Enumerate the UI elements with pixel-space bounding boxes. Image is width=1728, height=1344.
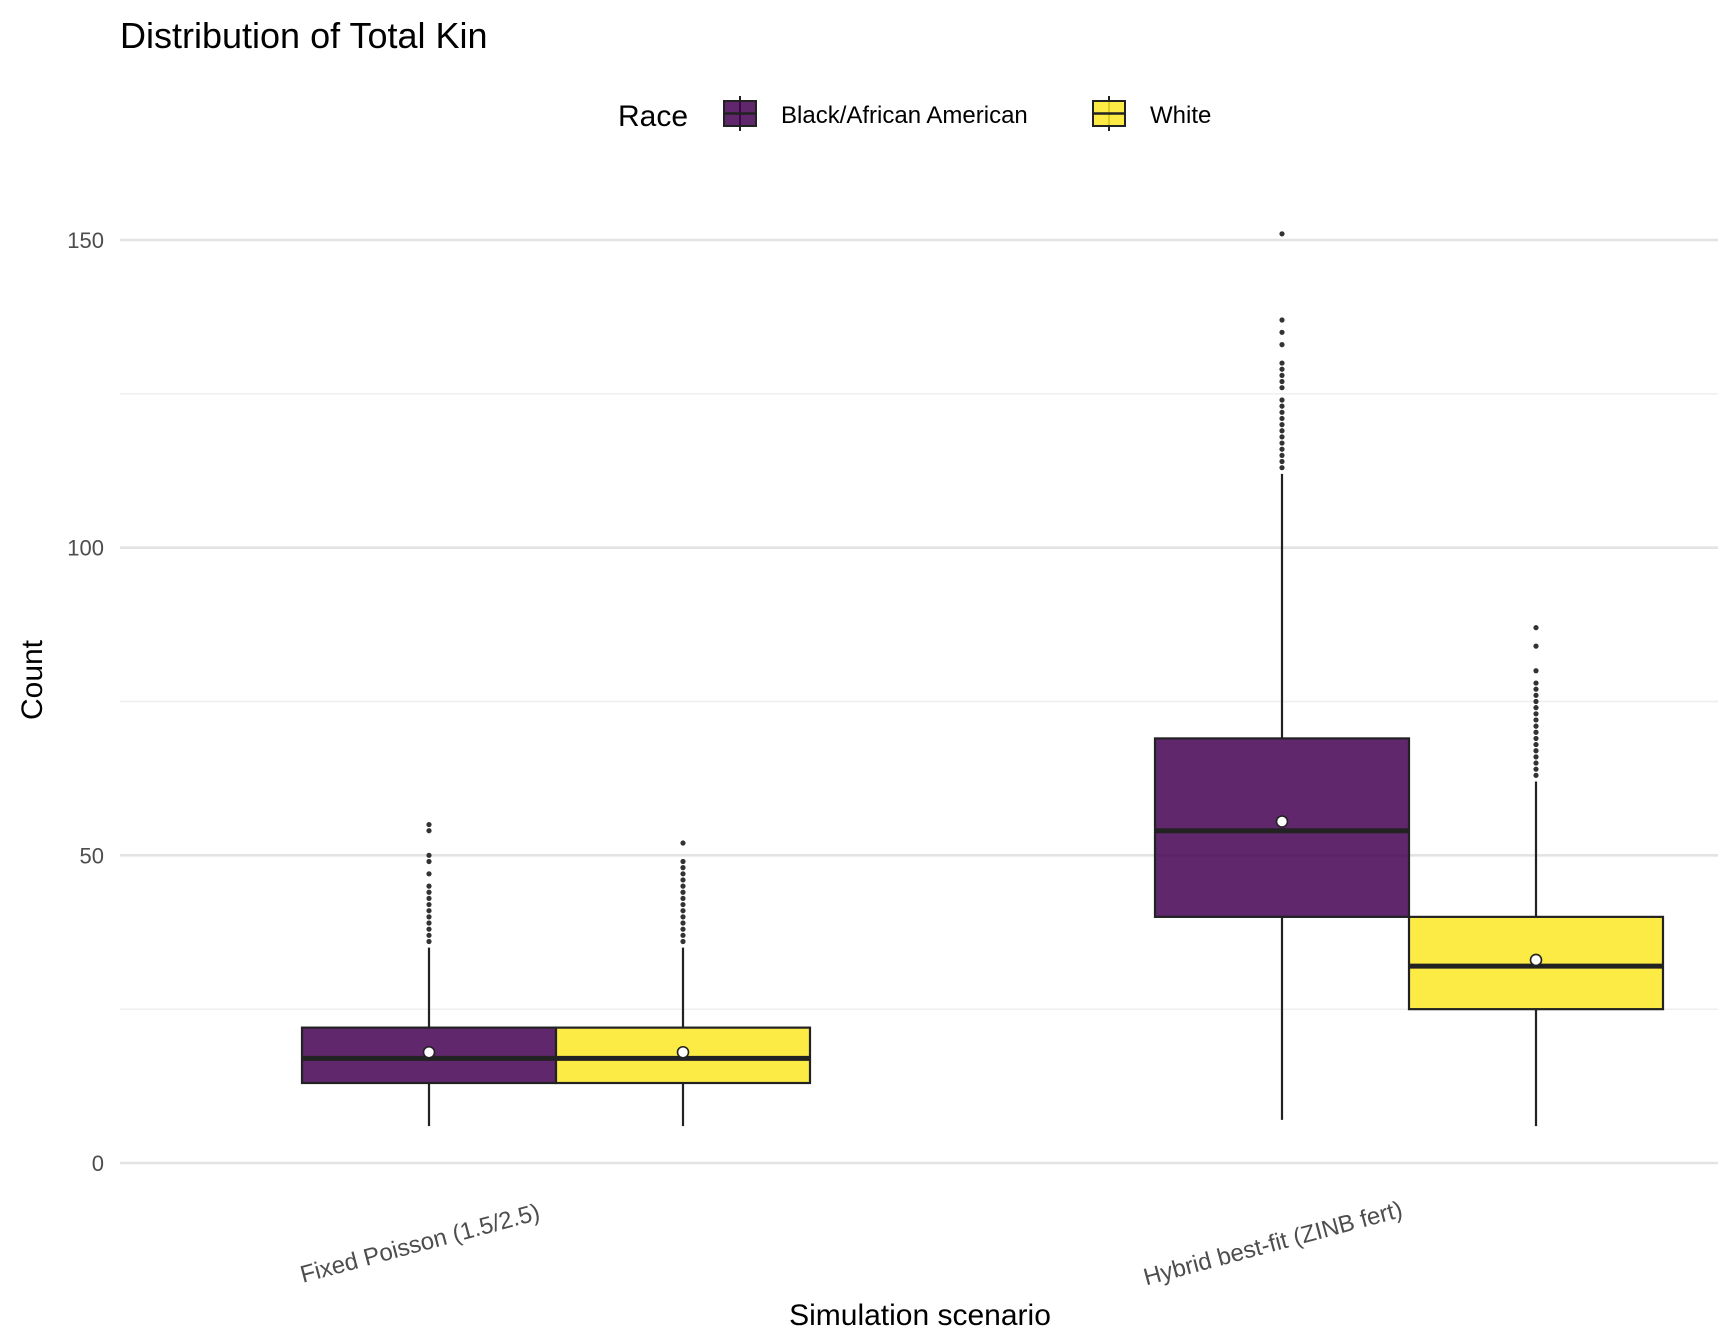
boxes xyxy=(300,231,1665,1127)
box-black-african-american-0 xyxy=(300,821,558,1127)
outlier-point xyxy=(426,908,432,914)
outlier-point xyxy=(426,914,432,920)
outlier-point xyxy=(1279,397,1285,403)
box-white-0 xyxy=(554,840,812,1127)
outlier-point xyxy=(426,871,432,877)
outlier-point xyxy=(1533,698,1539,705)
outlier-point xyxy=(1279,446,1285,452)
outlier-point xyxy=(1279,415,1285,422)
mean-marker xyxy=(1275,815,1289,828)
outlier-point xyxy=(1533,717,1539,723)
y-tick-label: 150 xyxy=(67,228,104,253)
outlier-point xyxy=(1279,329,1285,335)
outlier-point xyxy=(1279,434,1285,440)
outlier-point xyxy=(1533,705,1539,711)
outlier-point xyxy=(1533,766,1539,772)
outlier-point xyxy=(1279,378,1285,385)
x-axis-title: Simulation scenario xyxy=(789,1299,1051,1332)
outlier-point xyxy=(680,926,686,932)
outlier-point xyxy=(680,895,686,902)
outlier-point xyxy=(680,871,686,877)
outlier-point xyxy=(1279,403,1285,409)
legend: Race Black/African American White xyxy=(618,96,1211,133)
outlier-point xyxy=(680,908,686,914)
outlier-point xyxy=(1279,422,1285,428)
outlier-point xyxy=(1279,428,1285,434)
legend-key-white xyxy=(1092,96,1126,131)
outlier-point xyxy=(426,938,432,945)
outlier-point xyxy=(680,914,686,920)
outlier-point xyxy=(680,901,686,908)
outlier-point xyxy=(1279,360,1285,366)
outlier-point xyxy=(426,828,432,834)
outlier-point xyxy=(680,883,686,889)
outlier-point xyxy=(1279,465,1285,471)
mean-marker xyxy=(422,1045,436,1059)
y-tick-label: 100 xyxy=(67,536,104,561)
outlier-point xyxy=(680,889,686,895)
outlier-point xyxy=(426,895,432,902)
outlier-point xyxy=(426,852,432,858)
outlier-point xyxy=(680,840,686,846)
outlier-point xyxy=(1533,754,1539,760)
outlier-point xyxy=(1533,735,1539,742)
major-gridlines xyxy=(120,238,1718,1165)
box-white-1 xyxy=(1407,625,1665,1127)
outlier-point xyxy=(426,889,432,895)
mean-marker xyxy=(676,1045,690,1059)
outlier-point xyxy=(680,938,686,945)
outlier-point xyxy=(426,926,432,932)
outlier-point xyxy=(680,920,686,926)
outlier-point xyxy=(680,858,686,865)
outlier-point xyxy=(426,932,432,938)
outlier-point xyxy=(1279,342,1285,348)
outlier-point xyxy=(1533,692,1539,698)
outlier-point xyxy=(1279,366,1285,372)
outlier-point xyxy=(1533,760,1539,766)
outlier-point xyxy=(1279,452,1285,458)
outlier-point xyxy=(1279,317,1285,323)
legend-label-white: White xyxy=(1150,102,1211,129)
outlier-point xyxy=(1533,643,1539,649)
outlier-point xyxy=(426,858,432,865)
legend-title: Race xyxy=(618,100,688,133)
outlier-point xyxy=(1279,458,1285,465)
outlier-point xyxy=(1279,409,1285,415)
outlier-point xyxy=(680,865,686,871)
legend-label-black-african-american: Black/African American xyxy=(781,102,1028,129)
outlier-point xyxy=(1533,625,1539,631)
outlier-point xyxy=(1279,385,1285,391)
outlier-point xyxy=(1533,772,1539,778)
outlier-point xyxy=(1533,668,1539,674)
outlier-point xyxy=(426,821,432,828)
outlier-point xyxy=(680,932,686,938)
box-black-african-american-1 xyxy=(1153,231,1411,1120)
y-tick-labels: 0 50 100 150 xyxy=(67,228,104,1176)
outlier-point xyxy=(426,901,432,908)
x-tick-labels: Fixed Poisson (1.5/2.5) Hybrid best-fit (… xyxy=(297,1196,1405,1291)
outlier-point xyxy=(1533,711,1539,717)
outlier-point xyxy=(1533,723,1539,729)
outlier-point xyxy=(680,877,686,883)
outlier-point xyxy=(1279,372,1285,378)
outlier-point xyxy=(426,920,432,926)
x-tick-label: Fixed Poisson (1.5/2.5) xyxy=(297,1199,542,1289)
y-tick-label: 50 xyxy=(80,843,104,868)
outlier-point xyxy=(426,883,432,889)
mean-marker xyxy=(1529,953,1543,967)
outlier-point xyxy=(1279,440,1285,446)
outlier-point xyxy=(1533,741,1539,748)
legend-key-black-african-american xyxy=(723,96,757,131)
outlier-point xyxy=(1533,748,1539,754)
outlier-point xyxy=(1279,231,1285,237)
outlier-point xyxy=(1533,729,1539,735)
outlier-point xyxy=(1533,680,1539,686)
x-tick-label: Hybrid best-fit (ZINB fert) xyxy=(1141,1196,1406,1291)
outlier-point xyxy=(1533,686,1539,692)
y-tick-label: 0 xyxy=(92,1151,104,1176)
chart-title: Distribution of Total Kin xyxy=(120,15,488,56)
y-axis-title: Count xyxy=(16,639,49,720)
